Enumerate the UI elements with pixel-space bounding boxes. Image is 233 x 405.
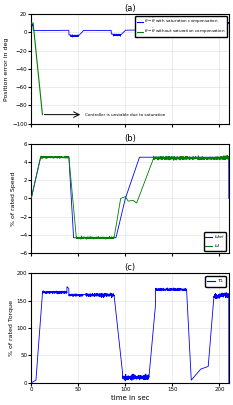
Legend: $\omega_{ref}$, $\omega$: $\omega_{ref}$, $\omega$: [204, 232, 226, 251]
Title: (c): (c): [124, 263, 136, 272]
Title: (a): (a): [124, 4, 136, 13]
Legend: $\theta - \hat{\theta}$ with saturation compensation, $\theta - \hat{\theta}$ wi: $\theta - \hat{\theta}$ with saturation …: [135, 16, 227, 37]
Legend: $\tau_L$: $\tau_L$: [206, 276, 226, 287]
Y-axis label: % of rated Torque: % of rated Torque: [9, 300, 14, 356]
Text: Controller is unstable due to saturation: Controller is unstable due to saturation: [85, 113, 165, 117]
X-axis label: time in sec: time in sec: [111, 395, 149, 401]
Y-axis label: % of rated Speed: % of rated Speed: [11, 171, 16, 226]
Title: (b): (b): [124, 134, 136, 143]
Y-axis label: Position error in deg: Position error in deg: [4, 37, 9, 100]
